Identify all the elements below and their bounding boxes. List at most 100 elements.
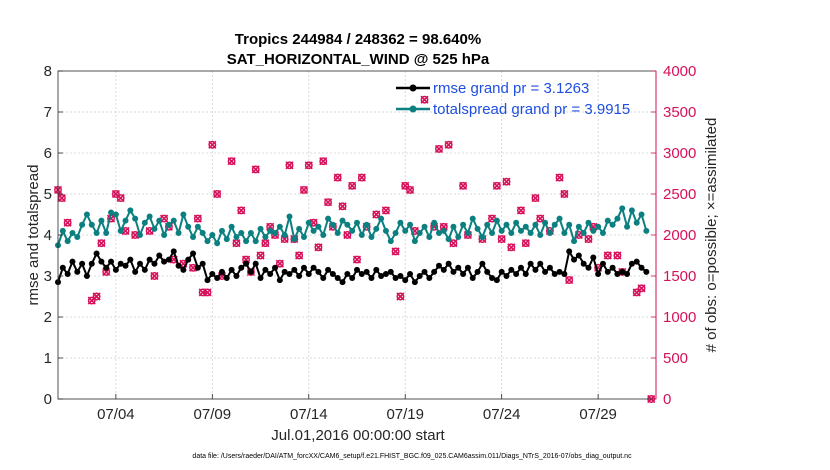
rmse-point — [132, 268, 139, 275]
totalspread-point — [305, 219, 312, 226]
totalspread-point — [604, 217, 611, 224]
rmse-point — [445, 260, 452, 267]
rmse-point — [296, 273, 303, 279]
obs-possible-point — [111, 190, 120, 198]
rmse-point — [537, 260, 544, 267]
legend-rmse-marker — [409, 84, 417, 92]
totalspread-point — [426, 234, 433, 241]
obs-possible-point — [584, 235, 593, 244]
totalspread-point — [585, 219, 592, 226]
totalspread-point — [431, 219, 438, 226]
obs-assimilated-point — [584, 235, 593, 244]
obs-assimilated-stroke — [275, 259, 284, 268]
obs-assimilated-stroke — [338, 202, 347, 211]
obs-assimilated-stroke — [237, 206, 246, 215]
rmse-point — [74, 268, 81, 275]
obs-assimilated-point — [63, 218, 72, 227]
obs-possible-point — [555, 173, 564, 182]
legend-totalspread-label: totalspread grand pr = 3.9915 — [433, 101, 630, 118]
rmse-point — [599, 260, 606, 267]
left-tick-label: 6 — [44, 145, 52, 162]
rmse-point — [551, 270, 558, 277]
totalspread-point — [204, 238, 211, 245]
rmse-point — [136, 260, 143, 267]
rmse-point — [517, 264, 524, 271]
obs-assimilated-point — [343, 230, 352, 240]
obs-possible-point — [213, 190, 222, 198]
obs-assimilated-point — [459, 181, 468, 190]
rmse-point — [141, 266, 148, 273]
right-tick-label: 0 — [663, 391, 671, 408]
obs-possible-point — [348, 181, 357, 190]
obs-assimilated-point — [521, 239, 530, 248]
rmse-point — [426, 275, 433, 282]
obs-possible-point — [507, 243, 516, 252]
obs-possible-point — [193, 214, 202, 223]
totalspread-point — [310, 227, 317, 234]
rmse-point — [223, 275, 230, 282]
obs-assimilated-stroke — [116, 194, 125, 203]
x-tick-label: 07/14 — [290, 406, 328, 423]
obs-assimilated-point — [323, 198, 333, 207]
totalspread-point — [199, 229, 206, 236]
obs-assimilated-stroke — [613, 251, 622, 260]
rmse-point — [199, 260, 206, 267]
rmse-point — [252, 260, 259, 267]
obs-possible-point — [314, 243, 323, 252]
totalspread-point — [267, 227, 274, 234]
obs-assimilated-point — [420, 95, 429, 104]
totalspread-point — [542, 219, 549, 226]
obs-possible-point — [275, 259, 284, 268]
obs-assimilated-point — [131, 230, 140, 240]
totalspread-point — [223, 236, 230, 243]
rmse-point — [354, 266, 360, 273]
obs-assimilated-stroke — [449, 239, 458, 248]
rmse-point — [397, 273, 404, 279]
obs-assimilated-stroke — [444, 140, 453, 149]
rmse-point — [378, 273, 385, 279]
rmse-point — [513, 270, 520, 277]
obs-possible-point — [449, 239, 458, 248]
obs-possible-point — [632, 288, 641, 297]
rmse-point — [238, 264, 245, 271]
rmse-point — [628, 260, 635, 267]
obs-assimilated-point — [449, 239, 458, 248]
totalspread-point — [460, 221, 467, 228]
totalspread-point — [238, 229, 245, 236]
rmse-point — [262, 266, 269, 273]
rmse-point — [69, 258, 76, 265]
totalspread-point — [455, 234, 462, 241]
x-axis-label: Jul.01,2016 00:00:00 start — [271, 427, 445, 444]
obs-possible-point — [319, 157, 328, 166]
obs-assimilated-point — [232, 239, 241, 248]
totalspread-point — [522, 223, 529, 230]
rmse-point — [493, 277, 500, 284]
obs-assimilated-stroke — [637, 284, 646, 293]
rmse-point — [305, 270, 312, 277]
rmse-point — [392, 275, 399, 282]
rmse-point — [566, 248, 573, 255]
totalspread-point — [190, 234, 197, 241]
obs-possible-point — [502, 177, 511, 186]
totalspread-point — [170, 217, 177, 224]
obs-assimilated-stroke — [565, 276, 574, 285]
totalspread-point — [108, 209, 115, 216]
totalspread-point — [98, 217, 105, 224]
obs-assimilated-stroke — [63, 218, 72, 227]
obs-possible-point — [333, 173, 342, 182]
obs-assimilated-point — [348, 181, 357, 190]
totalspread-point — [435, 229, 442, 236]
obs-assimilated-stroke — [261, 239, 270, 248]
rmse-point — [363, 268, 370, 275]
rmse-point — [450, 268, 457, 275]
totalspread-point — [493, 217, 500, 224]
rmse-point — [339, 279, 346, 286]
rmse-point — [440, 266, 447, 273]
totalspread-point — [93, 229, 100, 236]
rmse-point — [614, 270, 621, 277]
rmse-point — [180, 266, 187, 273]
obs-possible-point — [304, 161, 313, 170]
obs-possible-point — [560, 190, 569, 198]
obs-assimilated-stroke — [232, 239, 241, 248]
totalspread-point — [469, 215, 476, 222]
